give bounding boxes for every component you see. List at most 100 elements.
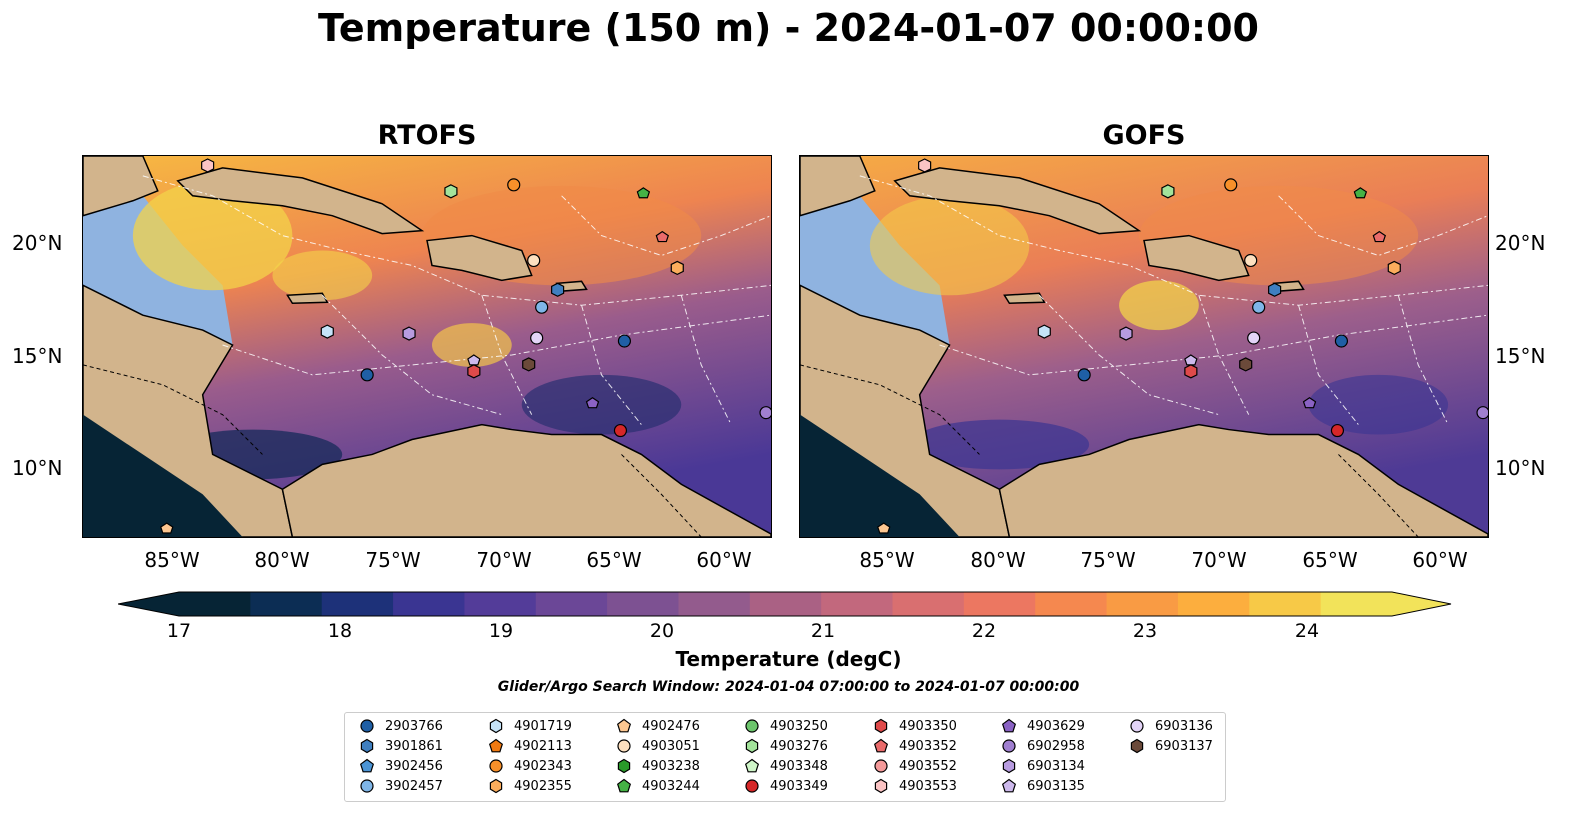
legend-label: 4902355 <box>514 778 572 794</box>
legend-entry: 6903134 <box>1001 757 1085 775</box>
colorbar-tick-19: 19 <box>488 620 514 642</box>
pentagon-marker-icon <box>488 738 504 753</box>
legend-entry: 4903051 <box>616 737 700 755</box>
xtick-gofs-60w: 60°W <box>1412 548 1468 572</box>
hexagon-marker-icon <box>745 738 759 754</box>
colorbar <box>118 591 1452 617</box>
south-america-landmass <box>281 423 771 537</box>
legend-entry: 4903238 <box>616 757 700 775</box>
legend-entry: 4901719 <box>488 717 572 735</box>
eez-boundaries <box>142 175 771 425</box>
map-rtofs <box>82 155 772 538</box>
circle-marker-icon <box>617 739 631 753</box>
xtick-gofs-65w: 65°W <box>1302 548 1358 572</box>
legend-label: 4903348 <box>770 758 828 774</box>
colorbar-extend-low <box>118 592 179 616</box>
legend-label: 4901719 <box>514 718 572 734</box>
hexagon-marker-icon <box>489 718 503 734</box>
circle-marker-icon <box>745 719 759 733</box>
legend-entry: 3902456 <box>359 757 443 775</box>
legend-label: 6903136 <box>1155 718 1213 734</box>
circle-marker-icon <box>1002 739 1016 753</box>
colorbar-segment <box>393 592 465 616</box>
country-borders <box>83 364 702 537</box>
colorbar-segment <box>963 592 1036 616</box>
colorbar-extend-high <box>1392 592 1451 616</box>
colorbar-outline <box>118 591 1452 617</box>
legend-entry: 4902113 <box>488 737 572 755</box>
legend-entry: 4903250 <box>744 717 828 735</box>
panel-title-gofs: GOFS <box>1102 120 1186 151</box>
florida-landmass <box>83 156 159 217</box>
circle-marker-icon <box>874 759 888 773</box>
hispaniola-landmass <box>426 234 533 282</box>
legend-label: 3902457 <box>385 778 443 794</box>
ytick-right-10n: 10°N <box>1495 456 1546 480</box>
colorbar-segment <box>179 592 251 616</box>
pentagon-marker-icon <box>359 758 375 773</box>
jamaica-landmass <box>286 292 329 304</box>
legend-label: 6903135 <box>1027 778 1085 794</box>
legend-entry: 6903135 <box>1001 777 1085 795</box>
legend-label: 4902113 <box>514 738 572 754</box>
hexagon-marker-icon <box>617 758 631 774</box>
colorbar-segment <box>1177 592 1250 616</box>
colorbar-segment <box>1320 592 1393 616</box>
hexagon-marker-icon <box>1002 758 1016 774</box>
legend-entry: 4903349 <box>744 777 828 795</box>
hexagon-marker-icon <box>874 778 888 794</box>
legend-entry: 4903244 <box>616 777 700 795</box>
colorbar-tick-17: 17 <box>166 620 192 642</box>
ytick-right-20n: 20°N <box>1495 231 1546 255</box>
legend-label: 4903629 <box>1027 718 1085 734</box>
legend-entry: 4903553 <box>873 777 957 795</box>
colorbar-label: Temperature (degC) <box>675 647 902 671</box>
panel-title-rtofs: RTOFS <box>377 120 477 151</box>
legend-entry: 6903137 <box>1129 737 1213 755</box>
legend-label: 4903250 <box>770 718 828 734</box>
xtick-gofs-70w: 70°W <box>1191 548 1247 572</box>
legend-entry: 6902958 <box>1001 737 1085 755</box>
colorbar-segment <box>321 592 394 616</box>
circle-marker-icon <box>360 779 374 793</box>
colorbar-segment <box>749 592 822 616</box>
colorbar-tick-18: 18 <box>327 620 353 642</box>
legend-entry: 4903552 <box>873 757 957 775</box>
ytick-left-10n: 10°N <box>12 456 63 480</box>
colorbar-segment <box>1106 592 1179 616</box>
legend-label: 3901861 <box>385 738 443 754</box>
legend-entry: 4902476 <box>616 717 700 735</box>
figure-title: Temperature (150 m) - 2024-01-07 00:00:0… <box>317 6 1259 50</box>
legend-entry: 4903350 <box>873 717 957 735</box>
legend-label: 4902343 <box>514 758 572 774</box>
xtick-rtofs-65w: 65°W <box>586 548 642 572</box>
pentagon-marker-icon <box>616 718 632 733</box>
colorbar-segment <box>607 592 679 616</box>
legend-entry: 4903276 <box>744 737 828 755</box>
xtick-rtofs-85w: 85°W <box>144 548 200 572</box>
legend-entry: 3901861 <box>359 737 443 755</box>
legend-label: 4903352 <box>899 738 957 754</box>
legend-label: 4903350 <box>899 718 957 734</box>
legend-label: 6902958 <box>1027 738 1085 754</box>
hexagon-marker-icon <box>489 778 503 794</box>
circle-marker-icon <box>1130 719 1144 733</box>
legend-label: 6903137 <box>1155 738 1213 754</box>
legend-entry: 6903136 <box>1129 717 1213 735</box>
colorbar-segment <box>1249 592 1322 616</box>
xtick-gofs-85w: 85°W <box>859 548 915 572</box>
colorbar-tick-21: 21 <box>810 620 836 642</box>
ytick-right-15n: 15°N <box>1495 344 1546 368</box>
xtick-rtofs-75w: 75°W <box>365 548 421 572</box>
legend-label: 4903244 <box>642 778 700 794</box>
colorbar-tick-23: 23 <box>1132 620 1158 642</box>
colorbar-segment <box>678 592 751 616</box>
legend-entry: 2903766 <box>359 717 443 735</box>
legend-entry: 4903348 <box>744 757 828 775</box>
jamaica-landmass <box>1003 292 1046 304</box>
legend-label: 4903238 <box>642 758 700 774</box>
legend-label: 4903276 <box>770 738 828 754</box>
legend-entry: 4902343 <box>488 757 572 775</box>
colorbar-segment <box>821 592 894 616</box>
ytick-left-20n: 20°N <box>12 231 63 255</box>
